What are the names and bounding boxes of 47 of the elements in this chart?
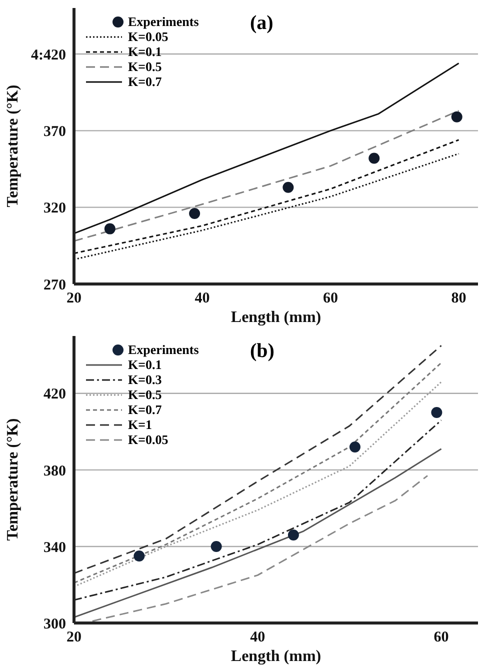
point bbox=[104, 223, 116, 234]
legend-label: K=1 bbox=[128, 417, 152, 432]
point bbox=[134, 550, 145, 562]
point bbox=[431, 407, 442, 418]
legend-label: K=0.3 bbox=[128, 372, 162, 387]
x-axis-title: Length (mm) bbox=[230, 309, 322, 326]
chart-title: (b) bbox=[250, 340, 274, 363]
legend-label: K=0.1 bbox=[128, 357, 162, 372]
x-axis-title: Length (mm) bbox=[230, 648, 322, 665]
point bbox=[282, 182, 294, 193]
legend-label: Experiments bbox=[128, 14, 199, 29]
legend-label: K=0.05 bbox=[128, 432, 168, 447]
line-series bbox=[92, 474, 428, 622]
point bbox=[288, 529, 299, 540]
y-tick-label: 420 bbox=[44, 386, 66, 403]
legend-label: K=0.5 bbox=[128, 387, 162, 402]
x-tick-label: 20 bbox=[66, 290, 82, 307]
x-tick-label: 40 bbox=[194, 290, 210, 307]
line-series bbox=[74, 139, 460, 254]
x-tick-label: 20 bbox=[66, 630, 82, 646]
y-tick-label: 320 bbox=[44, 200, 66, 217]
line-series bbox=[74, 62, 460, 234]
point bbox=[349, 441, 360, 452]
y-tick-label: 380 bbox=[44, 463, 66, 480]
legend-label: Experiments bbox=[128, 342, 199, 357]
y-tick-label: 340 bbox=[44, 540, 66, 556]
y-tick-label: 370 bbox=[44, 124, 66, 140]
point bbox=[189, 208, 200, 219]
point bbox=[368, 152, 380, 164]
point bbox=[451, 111, 462, 122]
y-axis-title: Temperature (°K) bbox=[4, 84, 22, 208]
legend-label: K=0.7 bbox=[128, 74, 162, 89]
x-tick-label: 80 bbox=[451, 290, 466, 307]
y-axis-title: Temperature (°K) bbox=[4, 418, 22, 541]
line-series bbox=[74, 448, 442, 618]
legend-label: K=0.05 bbox=[128, 29, 168, 44]
y-tick-label: 270 bbox=[44, 277, 66, 294]
x-tick-label: 60 bbox=[323, 290, 338, 307]
y-tick-label: 4:420 bbox=[31, 47, 66, 64]
legend-label: K=0.1 bbox=[128, 44, 162, 59]
x-tick-label: 60 bbox=[434, 630, 449, 646]
x-tick-label: 40 bbox=[250, 630, 266, 646]
point bbox=[210, 540, 222, 552]
chart-title: (a) bbox=[250, 12, 274, 35]
legend-label: K=0.5 bbox=[128, 59, 162, 74]
y-tick-label: 300 bbox=[44, 616, 66, 632]
legend-label: K=0.7 bbox=[128, 402, 162, 417]
